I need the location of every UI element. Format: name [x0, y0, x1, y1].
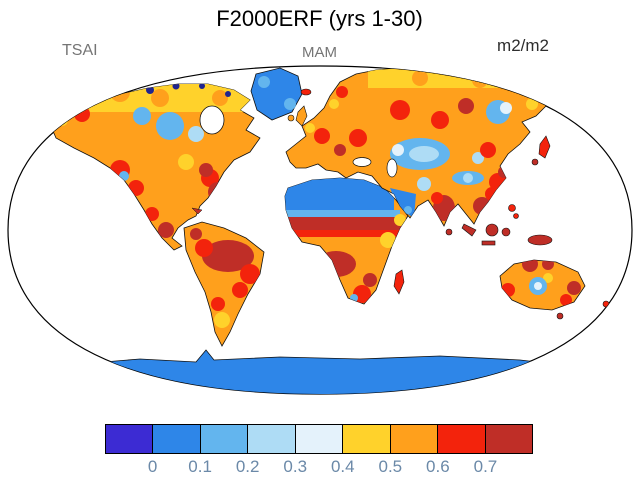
islands: [287, 88, 615, 320]
philippines-south: [513, 213, 519, 219]
colorbar-tick-label: 0.1: [188, 457, 212, 476]
world-map: [0, 58, 639, 398]
great-britain: [295, 105, 308, 127]
madagascar: [393, 269, 405, 295]
colorbar-cell: [438, 425, 486, 453]
tasmania: [556, 312, 564, 320]
colorbar-tick-label: 0.3: [283, 457, 308, 476]
sulawesi: [501, 227, 511, 237]
borneo: [485, 223, 499, 237]
world-map-svg: [7, 65, 633, 395]
continent-eurasia: [285, 67, 547, 227]
colorbar-cell: [390, 425, 439, 453]
sri-lanka: [445, 228, 453, 236]
colorbar-ticks: 0 0.1 0.2 0.3 0.4 0.5 0.6 0.7: [105, 457, 533, 477]
java: [481, 240, 496, 246]
new-zealand-south: [607, 310, 615, 318]
colorbar-cell: [106, 425, 154, 453]
continent-south-america: [183, 221, 265, 347]
units-label: m2/m2: [497, 36, 549, 55]
japan: [538, 135, 551, 159]
colorbar-cell: [200, 425, 249, 453]
colorbar: [105, 424, 533, 454]
new-zealand-north: [602, 300, 610, 308]
colorbar-tick-label: 0.5: [378, 457, 403, 476]
colorbar-cell: [485, 425, 532, 453]
colorbar-tick-label: 0.6: [426, 457, 450, 476]
colorbar-cell: [343, 425, 391, 453]
caspian-sea: [386, 158, 398, 178]
colorbar-tick-label: 0.2: [235, 457, 260, 476]
japan-south: [531, 158, 539, 166]
greenland: [250, 67, 303, 121]
season-label: MAM: [302, 44, 337, 61]
iceland: [300, 88, 312, 96]
plot-title: F2000ERF (yrs 1-30): [216, 6, 423, 31]
colorbar-tick-label: 0.7: [473, 457, 498, 476]
ireland: [287, 114, 295, 122]
colorbar-tick-label: 0: [147, 457, 158, 476]
hudson-bay: [199, 105, 225, 135]
colorbar-cell: [248, 425, 296, 453]
new-guinea: [527, 234, 553, 246]
black-sea: [352, 157, 372, 167]
colorbar-tick-label: 0.4: [330, 457, 355, 476]
sumatra: [461, 223, 477, 237]
variable-label: TSAI: [62, 42, 98, 59]
caribbean-islands: [191, 207, 203, 215]
colorbar-cell: [153, 425, 201, 453]
colorbar-cell: [295, 425, 344, 453]
philippines: [508, 204, 516, 212]
continent-africa: [284, 177, 409, 305]
